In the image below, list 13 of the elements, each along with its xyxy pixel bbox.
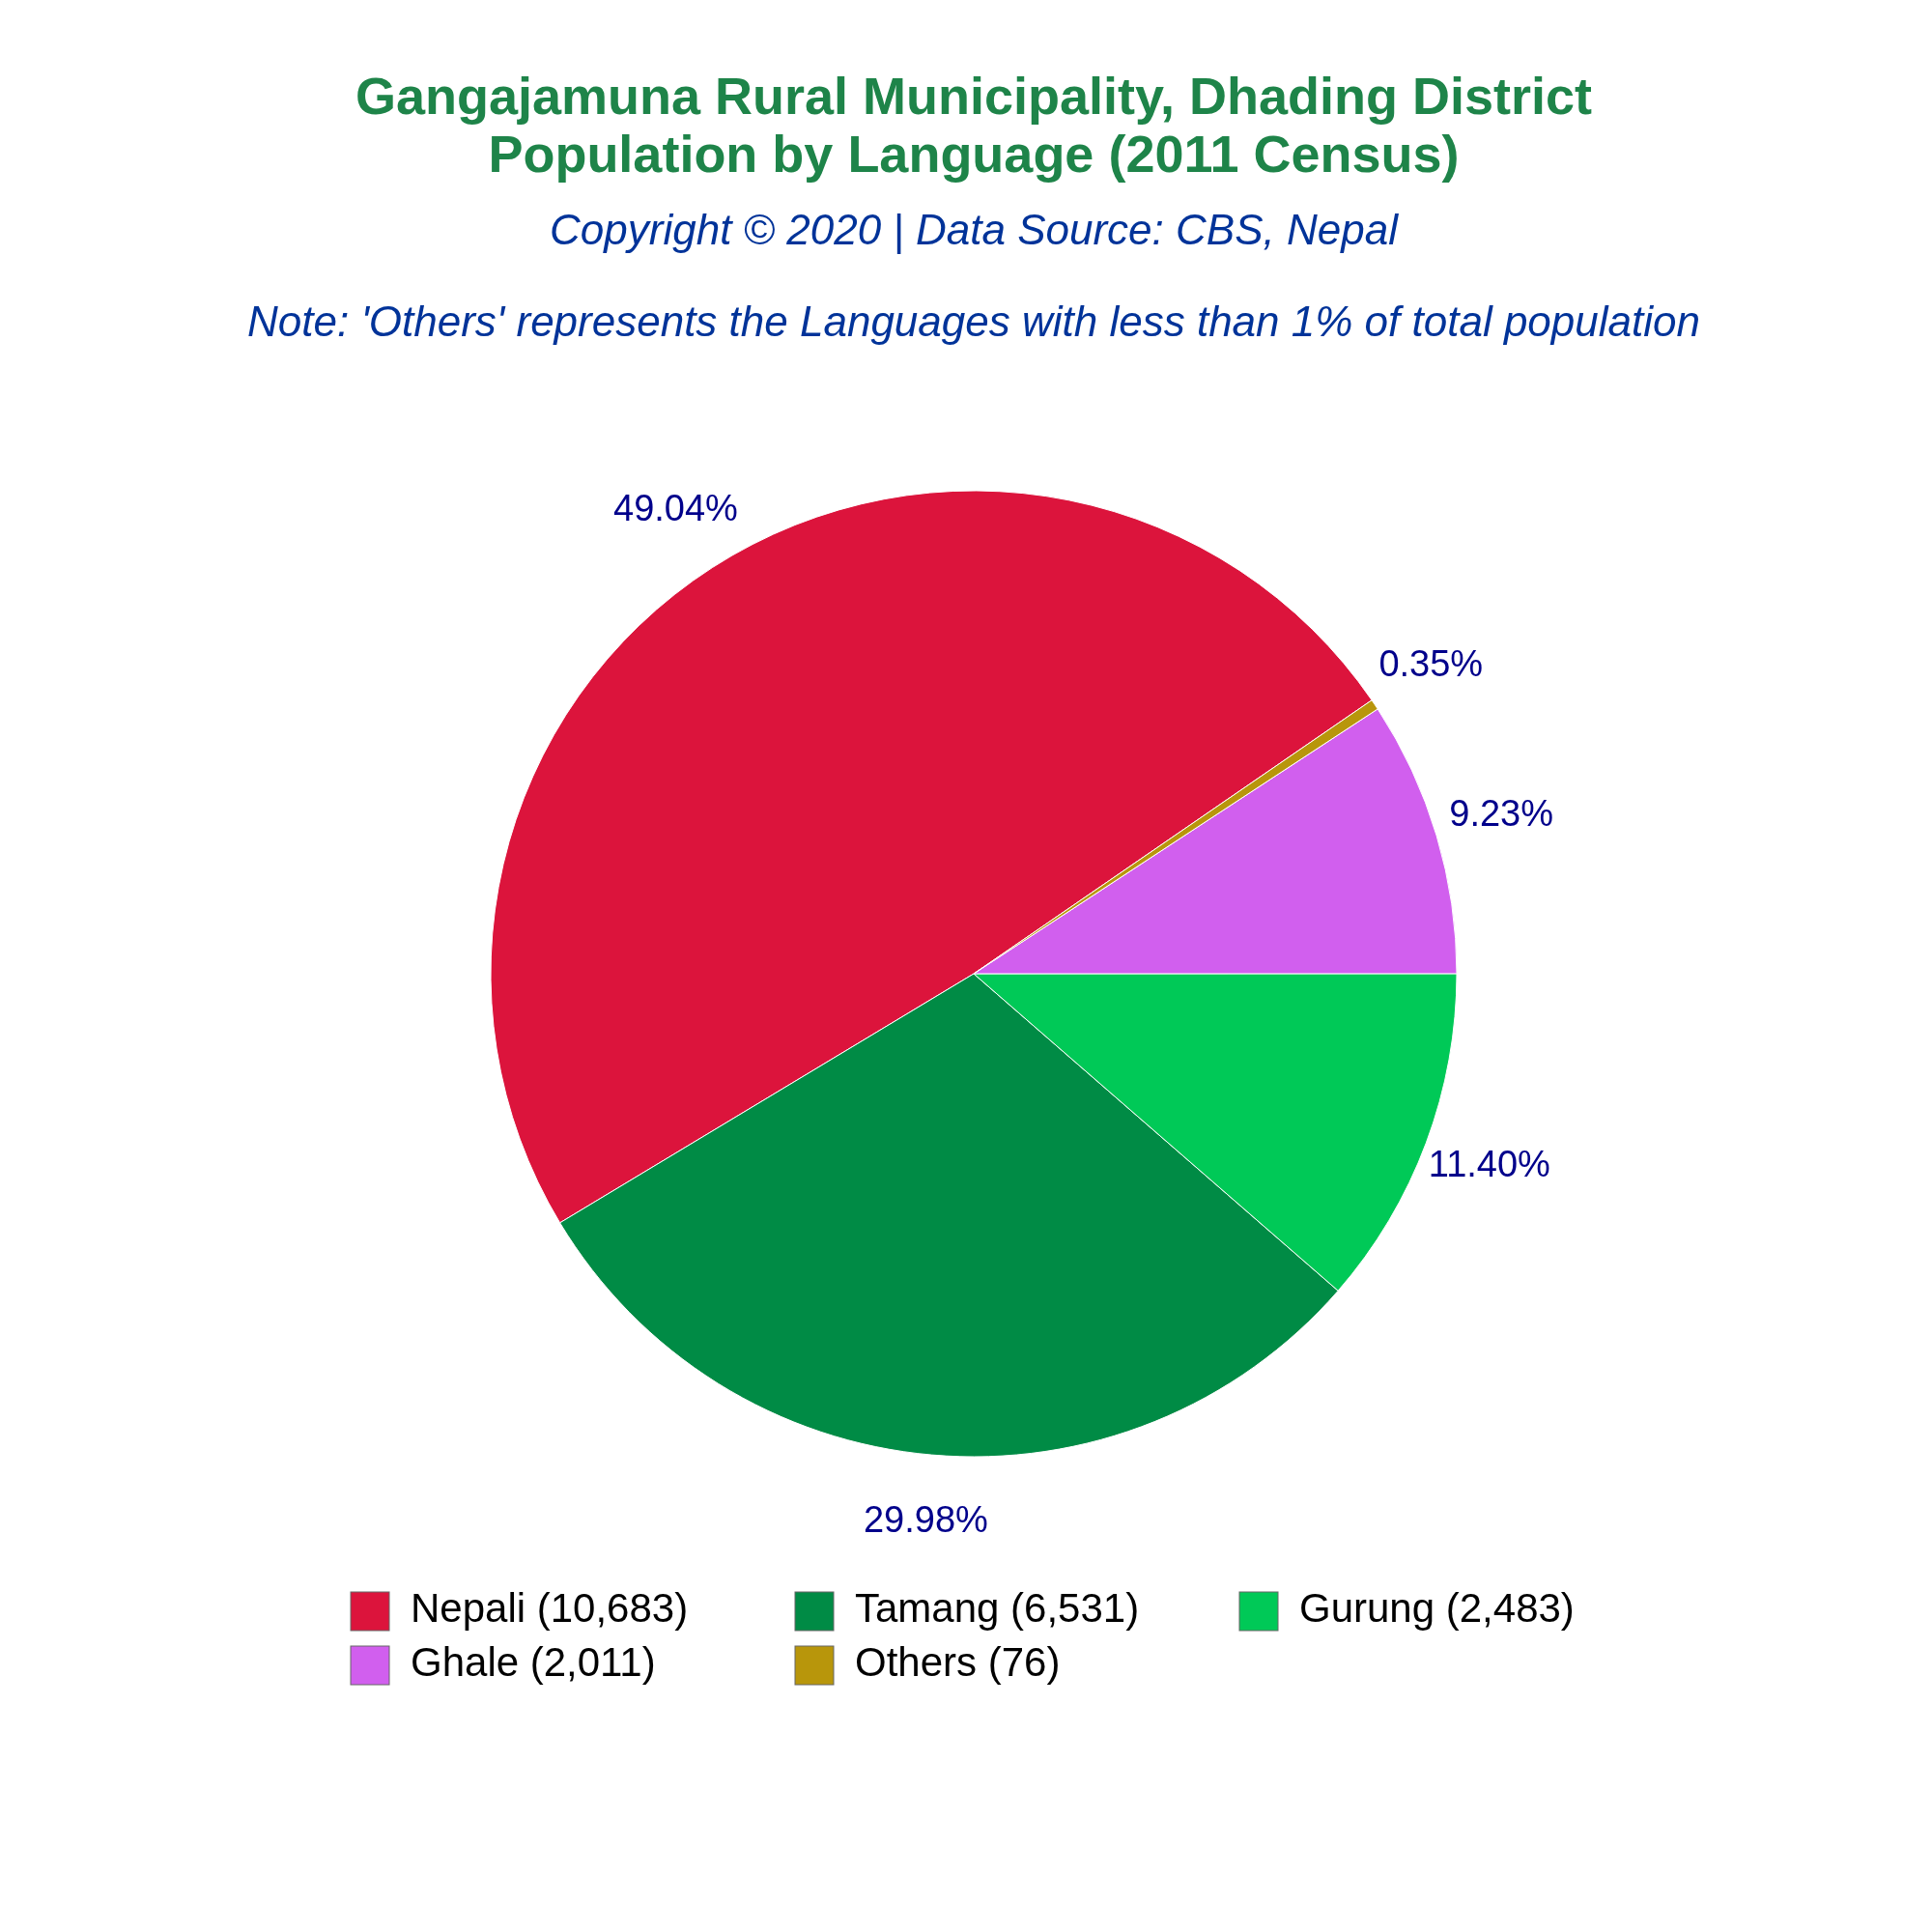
text: Note: 'Others' represents the Languages with less than 1% of total population — [247, 298, 1700, 345]
legend-label: Nepali (10,683) — [411, 1585, 689, 1632]
chart-subtitle: Copyright © 2020 | Data Source: CBS, Nepal — [550, 206, 1400, 254]
legend-label: Tamang (6,531) — [855, 1585, 1140, 1632]
legend-label: Gurung (2,483) — [1299, 1585, 1575, 1632]
chart-title: Gangajamuna Rural Municipality, Dhading District Population by Language (2011 Census) — [355, 67, 1593, 183]
data-label: 0.35% — [1378, 643, 1484, 685]
legend-label: Ghale (2,011) — [411, 1639, 656, 1686]
data-label: 9.23% — [1449, 792, 1554, 834]
data-label: 29.98% — [863, 1498, 988, 1540]
legend-label: Others (76) — [855, 1639, 1061, 1686]
data-label: 11.40% — [1428, 1143, 1550, 1184]
data-label: 49.04% — [613, 487, 738, 528]
